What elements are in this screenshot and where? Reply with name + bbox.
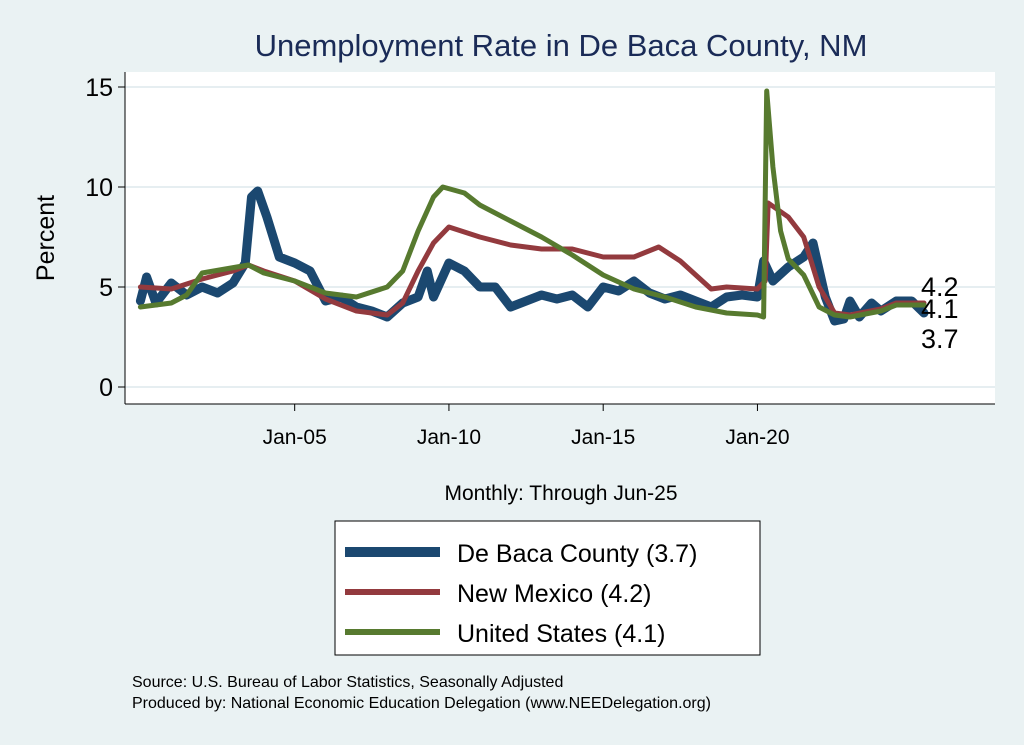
chart-title: Unemployment Rate in De Baca County, NM xyxy=(255,28,868,63)
end-value-label: 3.7 xyxy=(921,324,959,354)
plot-area xyxy=(125,72,995,404)
series-line-2 xyxy=(137,88,927,320)
y-tick-label: 15 xyxy=(85,74,113,102)
legend-label: United States (4.1) xyxy=(457,620,665,648)
y-tick-label: 10 xyxy=(85,174,113,202)
y-tick-label: 0 xyxy=(99,374,113,402)
produced-by-note: Produced by: National Economic Education… xyxy=(132,695,711,712)
legend-label: De Baca County (3.7) xyxy=(457,540,697,568)
x-tick-label: Jan-10 xyxy=(417,426,481,449)
y-tick-label: 5 xyxy=(99,274,113,302)
source-note: Source: U.S. Bureau of Labor Statistics,… xyxy=(132,674,563,691)
x-tick-label: Jan-05 xyxy=(263,426,327,449)
legend: De Baca County (3.7) New Mexico (4.2) Unit… xyxy=(334,520,761,656)
x-tick-label: Jan-15 xyxy=(571,426,635,449)
x-tick-label: Jan-20 xyxy=(725,426,789,449)
x-axis-label: Monthly: Through Jun-25 xyxy=(444,482,677,505)
series-line-0 xyxy=(135,186,929,326)
legend-label: New Mexico (4.2) xyxy=(457,580,652,608)
y-axis-label: Percent xyxy=(32,195,60,281)
end-value-label: 4.2 xyxy=(921,272,959,302)
end-value-label: 4.1 xyxy=(921,294,959,324)
